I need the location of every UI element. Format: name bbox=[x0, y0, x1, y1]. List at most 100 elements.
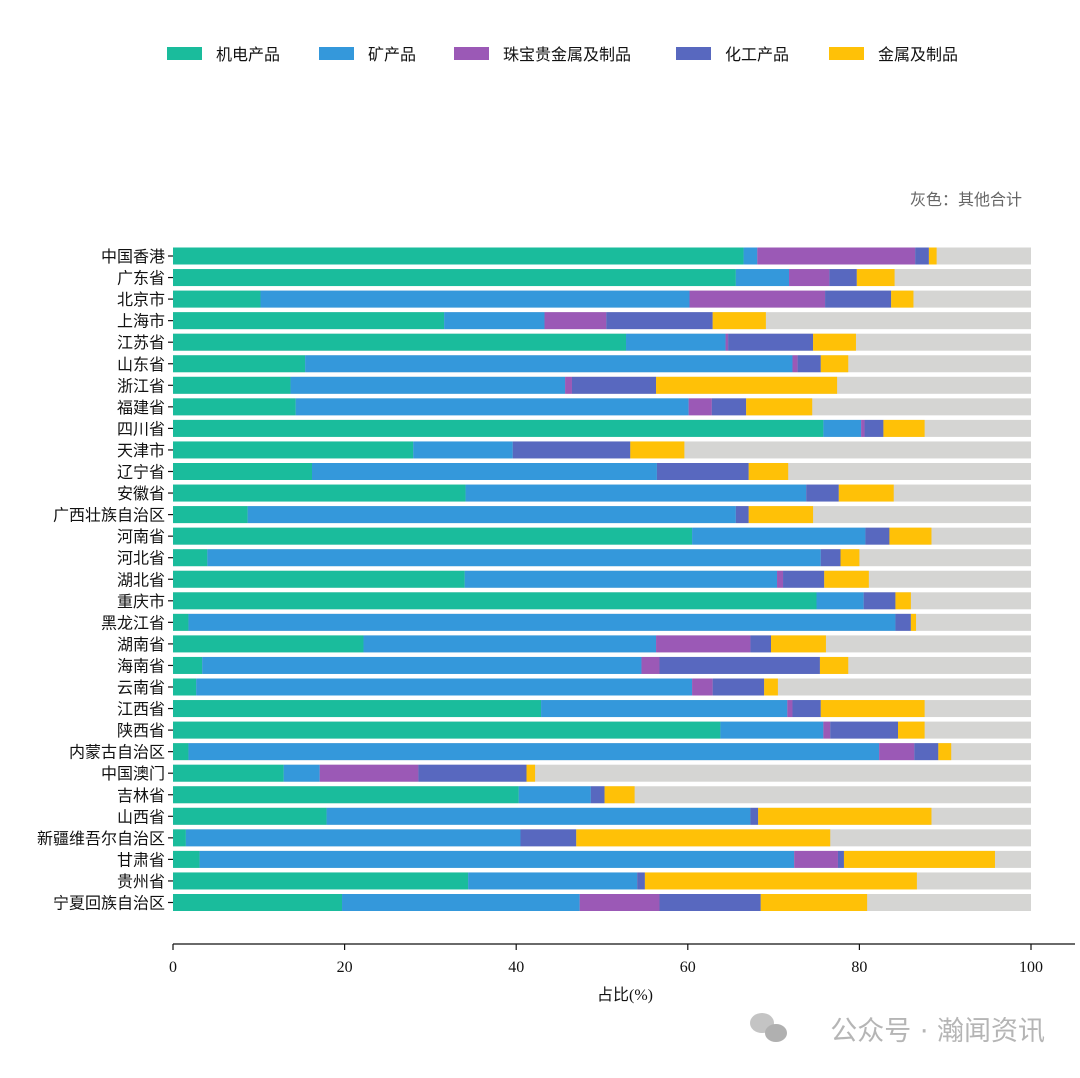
bar-segment bbox=[938, 743, 952, 761]
bar-segment bbox=[728, 333, 814, 351]
bar-segment bbox=[792, 355, 798, 373]
bar-segment bbox=[173, 850, 200, 868]
bar-segment bbox=[565, 376, 572, 394]
bar-segment bbox=[188, 743, 880, 761]
legend-label: 化工产品 bbox=[725, 46, 789, 64]
bar-segment bbox=[656, 376, 838, 394]
y-tick-label: 安徽省 bbox=[117, 485, 165, 503]
x-tick-label: 100 bbox=[1019, 959, 1043, 976]
bar-segment bbox=[914, 743, 939, 761]
bar-segment bbox=[173, 807, 327, 825]
bar-segment bbox=[688, 398, 712, 416]
bar-segment bbox=[173, 613, 189, 631]
bar-segment bbox=[764, 678, 778, 696]
bar-segment bbox=[819, 656, 849, 674]
bar-segment bbox=[185, 829, 521, 847]
bar-segment bbox=[571, 376, 657, 394]
bar-segment bbox=[787, 700, 793, 718]
watermark-text: 公众号 · 瀚闻资讯 bbox=[830, 1016, 1045, 1047]
bar-segment bbox=[757, 247, 916, 265]
bar-segment bbox=[712, 678, 765, 696]
bar-segment bbox=[725, 333, 729, 351]
bar-segment bbox=[863, 592, 896, 610]
bar-segment bbox=[792, 700, 821, 718]
bar-segment bbox=[861, 419, 865, 437]
y-tick-label: 海南省 bbox=[117, 657, 165, 675]
bar-segment bbox=[188, 613, 896, 631]
bar-segment bbox=[915, 247, 929, 265]
bar-segment bbox=[783, 570, 825, 588]
y-tick-label: 宁夏回族自治区 bbox=[53, 895, 165, 913]
bar-segment bbox=[173, 829, 186, 847]
bar-segment bbox=[173, 786, 519, 804]
bar-segment bbox=[692, 678, 713, 696]
bar-segment bbox=[928, 247, 937, 265]
x-tick-label: 0 bbox=[169, 959, 177, 976]
y-tick-label: 辽宁省 bbox=[117, 464, 165, 482]
bar-segment bbox=[898, 721, 925, 739]
bar-segment bbox=[843, 850, 995, 868]
bar-segment bbox=[910, 613, 917, 631]
bar-segment bbox=[883, 419, 925, 437]
bar-segment bbox=[173, 269, 736, 287]
bar-segment bbox=[173, 333, 627, 351]
y-tick-label: 河南省 bbox=[117, 528, 165, 546]
bar-segment bbox=[173, 312, 445, 330]
note-text: 灰色：其他合计 bbox=[910, 191, 1022, 209]
bar-segment bbox=[820, 355, 849, 373]
bar-segment bbox=[173, 570, 465, 588]
bar-segment bbox=[823, 721, 831, 739]
watermark: 公众号 · 瀚闻资讯 bbox=[750, 1013, 1045, 1047]
bar-segment bbox=[856, 269, 895, 287]
x-axis-label: 占比(%) bbox=[597, 986, 653, 1004]
bar-segment bbox=[544, 312, 607, 330]
bar-segment bbox=[418, 764, 527, 782]
y-tick-label: 上海市 bbox=[117, 313, 165, 331]
legend-label: 珠宝贵金属及制品 bbox=[503, 46, 631, 64]
bars bbox=[173, 247, 1031, 911]
bar-segment bbox=[820, 700, 925, 718]
bar-segment bbox=[579, 894, 660, 911]
bar-segment bbox=[771, 635, 826, 653]
bar-segment bbox=[720, 721, 824, 739]
y-tick-label: 湖北省 bbox=[117, 571, 165, 589]
legend-label: 矿产品 bbox=[368, 46, 416, 64]
bar-segment bbox=[173, 419, 824, 437]
y-tick-label: 江苏省 bbox=[117, 334, 165, 352]
bar-segment bbox=[840, 549, 860, 567]
bar-segment bbox=[838, 484, 894, 502]
y-tick-label: 甘肃省 bbox=[117, 851, 165, 869]
x-tick-label: 20 bbox=[337, 959, 353, 976]
bar-segment bbox=[820, 549, 841, 567]
bar-segment bbox=[590, 786, 605, 804]
legend-label: 机电产品 bbox=[216, 46, 280, 64]
bar-segment bbox=[794, 850, 838, 868]
bar-segment bbox=[789, 269, 830, 287]
bar-segment bbox=[659, 656, 820, 674]
bar-segment bbox=[750, 807, 759, 825]
bar-segment bbox=[864, 419, 884, 437]
bar-segment bbox=[295, 398, 689, 416]
bar-segment bbox=[173, 290, 261, 308]
bar-segment bbox=[342, 894, 580, 911]
bar-segment bbox=[823, 419, 862, 437]
x-tick-label: 80 bbox=[851, 959, 867, 976]
bar-segment bbox=[829, 269, 857, 287]
bar-segment bbox=[895, 592, 911, 610]
x-tick-label: 60 bbox=[680, 959, 696, 976]
bar-segment bbox=[290, 376, 566, 394]
bar-segment bbox=[173, 527, 693, 545]
bar-segment bbox=[173, 678, 197, 696]
y-tick-label: 中国澳门 bbox=[101, 765, 165, 783]
bar-segment bbox=[468, 872, 638, 890]
legend: 机电产品 矿产品 珠宝贵金属及制品 化工产品 金属及制品 bbox=[167, 46, 958, 64]
bar-segment bbox=[173, 894, 343, 911]
y-tick-label: 广东省 bbox=[117, 270, 165, 288]
bar-segment bbox=[173, 635, 364, 653]
y-tick-label: 北京市 bbox=[117, 291, 165, 309]
bar-segment bbox=[824, 570, 869, 588]
bar-segment bbox=[173, 376, 291, 394]
bar-segment bbox=[806, 484, 839, 502]
y-axis: 中国香港广东省北京市上海市江苏省山东省浙江省福建省四川省天津市辽宁省安徽省广西壮… bbox=[37, 248, 173, 913]
